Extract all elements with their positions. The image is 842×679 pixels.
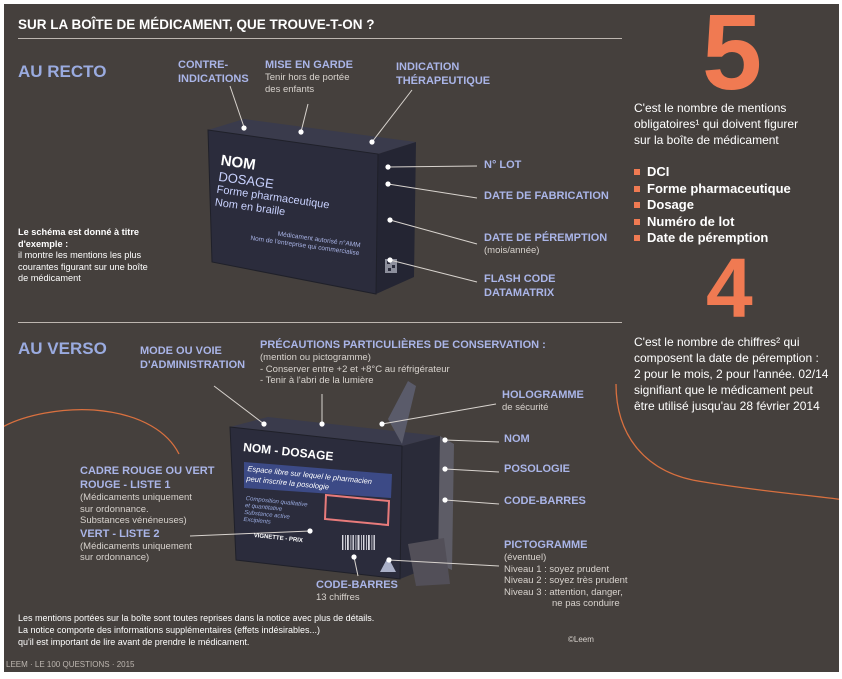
label-precautions: PRÉCAUTIONS PARTICULIÈRES DE CONSERVATIO…	[260, 339, 546, 386]
list-item: Date de péremption	[634, 230, 791, 247]
verso-box	[229, 381, 454, 586]
schema-note: Le schéma est donné à titre d'exemple : …	[18, 227, 148, 283]
accent-curve-left	[4, 408, 180, 455]
diagram-artwork	[4, 85, 839, 586]
infographic-page: SUR LA BOÎTE DE MÉDICAMENT, QUE TROUVE-T…	[4, 4, 839, 672]
four-description: C'est le nombre de chiffres² qui compose…	[634, 335, 829, 413]
title-rule	[18, 38, 622, 39]
mandatory-list: DCI Forme pharmaceutique Dosage Numéro d…	[634, 164, 791, 247]
label-flash-code: FLASH CODE DATAMATRIX	[484, 273, 556, 299]
label-mise-en-garde: MISE EN GARDE Tenir hors de portée des e…	[265, 59, 354, 95]
section-rule	[18, 322, 622, 323]
label-posologie: POSOLOGIE	[504, 463, 571, 475]
barcode-graphic	[342, 535, 375, 550]
label-pictogramme: PICTOGRAMME (éventuel) Niveau 1 : soyez …	[504, 539, 628, 609]
page-title: SUR LA BOÎTE DE MÉDICAMENT, QUE TROUVE-T…	[18, 17, 375, 32]
label-date-fabrication: DATE DE FABRICATION	[484, 190, 609, 202]
credit-line: LEEM · LE 100 QUESTIONS · 2015	[6, 660, 135, 669]
number-four: 4	[706, 241, 753, 335]
label-mode-administration: MODE OU VOIE D'ADMINISTRATION	[140, 345, 246, 371]
list-item: Numéro de lot	[634, 214, 791, 231]
accent-curve-right	[615, 383, 839, 500]
label-cadre: CADRE ROUGE OU VERT ROUGE - LISTE 1 (Méd…	[80, 465, 215, 563]
number-five: 5	[702, 4, 763, 112]
label-code-barres-13: CODE-BARRES 13 chiffres	[316, 579, 398, 603]
label-indication-therapeutique: INDICATION THÉRAPEUTIQUE	[396, 61, 491, 87]
label-contre-indications: CONTRE- INDICATIONS	[178, 59, 249, 85]
label-date-peremption: DATE DE PÉREMPTION (mois/année)	[484, 232, 608, 256]
footer-note: Les mentions portées sur la boîte sont t…	[18, 613, 375, 647]
label-verso-nom: NOM	[504, 433, 530, 445]
recto-heading: AU RECTO	[18, 62, 107, 81]
label-lot: N° LOT	[484, 159, 522, 171]
list-item: Forme pharmaceutique	[634, 181, 791, 198]
label-code-barres: CODE-BARRES	[504, 495, 586, 507]
list-item: DCI	[634, 164, 791, 181]
recto-box	[207, 119, 416, 295]
warning-triangle-icon	[380, 557, 396, 572]
list-item: Dosage	[634, 197, 791, 214]
five-description: C'est le nombre de mentions obligatoires…	[634, 101, 799, 147]
verso-heading: AU VERSO	[18, 339, 107, 358]
copyright: ©Leem	[568, 635, 594, 644]
label-hologramme: HOLOGRAMME de sécurité	[502, 389, 584, 413]
